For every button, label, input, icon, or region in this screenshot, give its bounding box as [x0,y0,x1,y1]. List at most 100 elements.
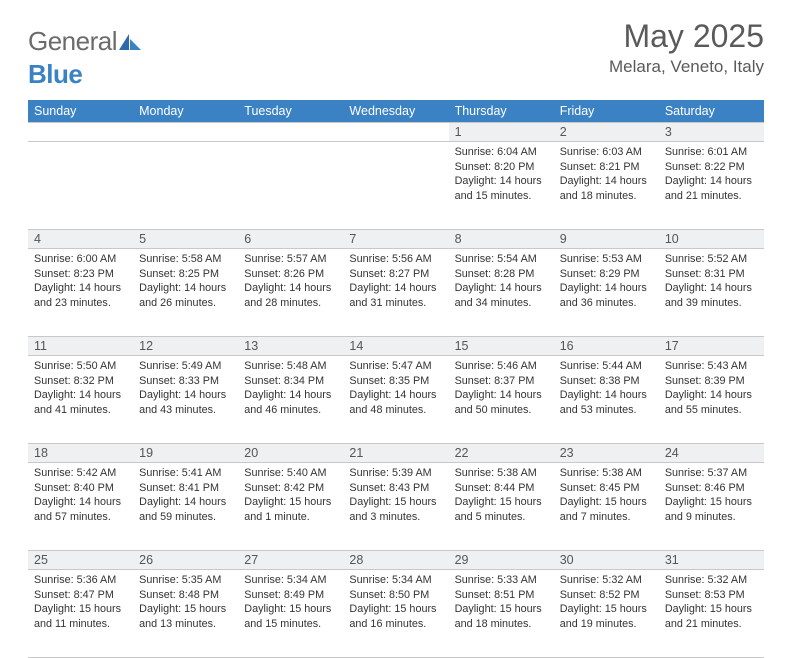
day-details: Sunrise: 5:38 AMSunset: 8:45 PMDaylight:… [554,463,659,530]
day-number-cell: 10 [659,230,764,249]
sunset-text: Sunset: 8:41 PM [139,481,232,496]
weekday-header: Thursday [449,100,554,123]
logo-sail-icon [119,28,141,59]
day-details: Sunrise: 5:42 AMSunset: 8:40 PMDaylight:… [28,463,133,530]
day-number: 20 [238,444,343,462]
sunrise-text: Sunrise: 5:38 AM [455,466,548,481]
sunset-text: Sunset: 8:50 PM [349,588,442,603]
day-details: Sunrise: 6:03 AMSunset: 8:21 PMDaylight:… [554,142,659,209]
day-number-cell: 4 [28,230,133,249]
day-number-cell: 11 [28,337,133,356]
sunset-text: Sunset: 8:29 PM [560,267,653,282]
day-details: Sunrise: 6:04 AMSunset: 8:20 PMDaylight:… [449,142,554,209]
logo-general-text: General [28,26,117,56]
day-number: 23 [554,444,659,462]
daylight-text: Daylight: 14 hours and 36 minutes. [560,281,653,310]
sunrise-text: Sunrise: 5:46 AM [455,359,548,374]
sunrise-text: Sunrise: 5:44 AM [560,359,653,374]
sunrise-text: Sunrise: 5:40 AM [244,466,337,481]
day-number: 19 [133,444,238,462]
day-details: Sunrise: 5:32 AMSunset: 8:53 PMDaylight:… [659,570,764,637]
daylight-text: Daylight: 15 hours and 1 minute. [244,495,337,524]
day-number: 13 [238,337,343,355]
day-number-cell: 25 [28,551,133,570]
day-detail-cell: Sunrise: 5:46 AMSunset: 8:37 PMDaylight:… [449,356,554,444]
sunrise-text: Sunrise: 5:57 AM [244,252,337,267]
day-number: 2 [554,123,659,141]
day-number-cell: 26 [133,551,238,570]
day-number-cell: 24 [659,444,764,463]
sunrise-text: Sunrise: 5:54 AM [455,252,548,267]
day-number-cell: 12 [133,337,238,356]
daylight-text: Daylight: 15 hours and 7 minutes. [560,495,653,524]
day-details: Sunrise: 5:53 AMSunset: 8:29 PMDaylight:… [554,249,659,316]
logo-blue-text: Blue [28,59,82,89]
sunrise-text: Sunrise: 5:48 AM [244,359,337,374]
daylight-text: Daylight: 15 hours and 13 minutes. [139,602,232,631]
daylight-text: Daylight: 14 hours and 41 minutes. [34,388,127,417]
day-number-cell: 23 [554,444,659,463]
day-number-cell: 18 [28,444,133,463]
weekday-header: Friday [554,100,659,123]
day-number-cell: 20 [238,444,343,463]
day-detail-cell: Sunrise: 5:32 AMSunset: 8:53 PMDaylight:… [659,570,764,658]
day-detail-cell: Sunrise: 5:42 AMSunset: 8:40 PMDaylight:… [28,463,133,551]
day-number: 31 [659,551,764,569]
sunset-text: Sunset: 8:23 PM [34,267,127,282]
daylight-text: Daylight: 14 hours and 39 minutes. [665,281,758,310]
sunrise-text: Sunrise: 5:42 AM [34,466,127,481]
day-number: 10 [659,230,764,248]
day-details: Sunrise: 5:52 AMSunset: 8:31 PMDaylight:… [659,249,764,316]
daylight-text: Daylight: 14 hours and 31 minutes. [349,281,442,310]
weekday-header: Tuesday [238,100,343,123]
sunrise-text: Sunrise: 5:36 AM [34,573,127,588]
sunset-text: Sunset: 8:52 PM [560,588,653,603]
day-number-cell: 17 [659,337,764,356]
daylight-text: Daylight: 15 hours and 18 minutes. [455,602,548,631]
logo: General Blue [28,18,141,90]
daylight-text: Daylight: 14 hours and 23 minutes. [34,281,127,310]
day-details: Sunrise: 6:00 AMSunset: 8:23 PMDaylight:… [28,249,133,316]
day-detail-cell [343,142,448,230]
day-details: Sunrise: 5:43 AMSunset: 8:39 PMDaylight:… [659,356,764,423]
sunset-text: Sunset: 8:26 PM [244,267,337,282]
daylight-text: Daylight: 15 hours and 19 minutes. [560,602,653,631]
sunrise-text: Sunrise: 5:37 AM [665,466,758,481]
day-number-cell: 3 [659,123,764,142]
weekday-header: Sunday [28,100,133,123]
sunrise-text: Sunrise: 5:41 AM [139,466,232,481]
sunrise-text: Sunrise: 6:03 AM [560,145,653,160]
daylight-text: Daylight: 15 hours and 5 minutes. [455,495,548,524]
sunset-text: Sunset: 8:34 PM [244,374,337,389]
day-number-cell [133,123,238,142]
day-details: Sunrise: 5:32 AMSunset: 8:52 PMDaylight:… [554,570,659,637]
sunrise-text: Sunrise: 6:00 AM [34,252,127,267]
day-number-cell: 28 [343,551,448,570]
day-details: Sunrise: 5:41 AMSunset: 8:41 PMDaylight:… [133,463,238,530]
day-detail-cell [133,142,238,230]
sunrise-text: Sunrise: 5:34 AM [244,573,337,588]
day-number: 17 [659,337,764,355]
daynum-row: 45678910 [28,230,764,249]
day-details: Sunrise: 5:57 AMSunset: 8:26 PMDaylight:… [238,249,343,316]
day-details: Sunrise: 5:39 AMSunset: 8:43 PMDaylight:… [343,463,448,530]
day-number-cell: 27 [238,551,343,570]
daylight-text: Daylight: 14 hours and 57 minutes. [34,495,127,524]
day-number: 18 [28,444,133,462]
day-detail-cell: Sunrise: 5:56 AMSunset: 8:27 PMDaylight:… [343,249,448,337]
day-detail-cell: Sunrise: 5:32 AMSunset: 8:52 PMDaylight:… [554,570,659,658]
day-number-cell: 29 [449,551,554,570]
daylight-text: Daylight: 14 hours and 53 minutes. [560,388,653,417]
day-number-cell: 31 [659,551,764,570]
sunset-text: Sunset: 8:49 PM [244,588,337,603]
day-details: Sunrise: 5:47 AMSunset: 8:35 PMDaylight:… [343,356,448,423]
day-detail-cell: Sunrise: 5:54 AMSunset: 8:28 PMDaylight:… [449,249,554,337]
day-details: Sunrise: 5:58 AMSunset: 8:25 PMDaylight:… [133,249,238,316]
sunset-text: Sunset: 8:28 PM [455,267,548,282]
daylight-text: Daylight: 15 hours and 15 minutes. [244,602,337,631]
sunrise-text: Sunrise: 5:50 AM [34,359,127,374]
sunset-text: Sunset: 8:20 PM [455,160,548,175]
sunset-text: Sunset: 8:47 PM [34,588,127,603]
day-detail-cell: Sunrise: 5:41 AMSunset: 8:41 PMDaylight:… [133,463,238,551]
day-detail-cell: Sunrise: 5:36 AMSunset: 8:47 PMDaylight:… [28,570,133,658]
